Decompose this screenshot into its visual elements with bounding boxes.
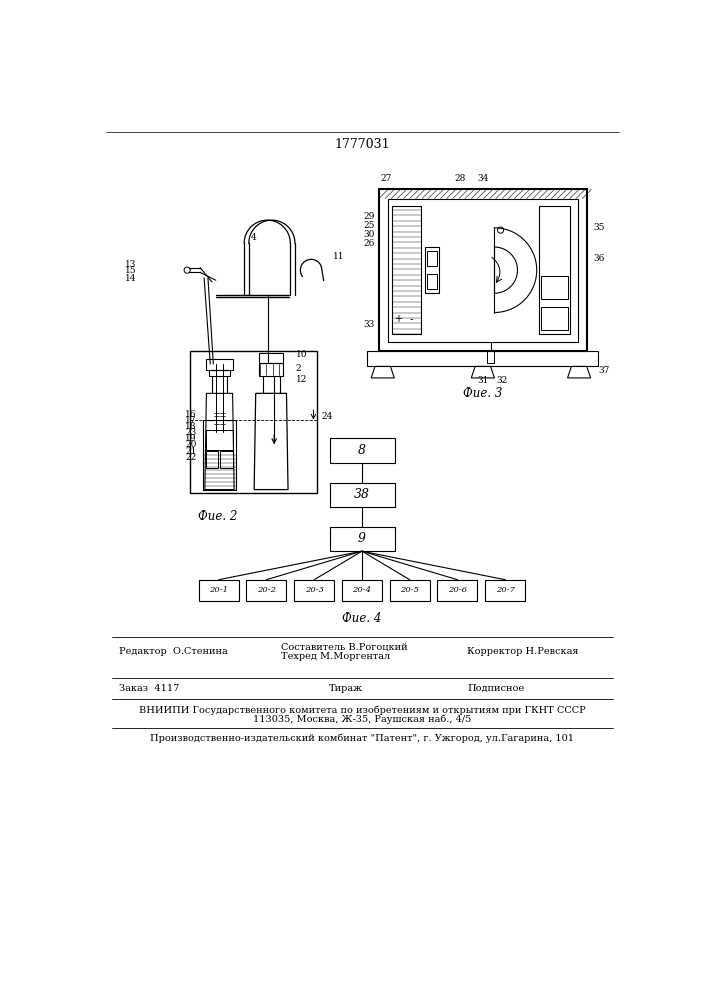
Text: 36: 36	[593, 254, 604, 263]
Text: Подписное: Подписное	[467, 684, 525, 693]
Bar	[342, 580, 382, 601]
Text: 20-4: 20-4	[353, 586, 371, 594]
Text: 14: 14	[125, 274, 136, 283]
Text: 15: 15	[124, 266, 136, 275]
Text: 20-7: 20-7	[496, 586, 515, 594]
Text: 16: 16	[185, 410, 197, 419]
Text: 38: 38	[354, 488, 370, 501]
Bar	[392, 206, 421, 334]
Bar	[259, 363, 284, 376]
Bar	[221, 451, 233, 468]
Bar	[425, 247, 439, 293]
Text: 10: 10	[296, 350, 308, 359]
Bar	[390, 580, 430, 601]
Text: -: -	[409, 314, 413, 324]
Bar	[486, 351, 494, 363]
Text: 27: 27	[381, 174, 392, 183]
Text: Производственно-издательский комбинат "Патент", г. Ужгород, ул.Гагарина, 101: Производственно-издательский комбинат "П…	[150, 734, 574, 743]
Bar	[426, 251, 438, 266]
Bar	[388, 199, 578, 342]
Bar	[542, 276, 568, 299]
Text: 20-3: 20-3	[305, 586, 324, 594]
Text: 1777031: 1777031	[335, 138, 390, 151]
Text: Фие. 3: Фие. 3	[463, 387, 503, 400]
Text: 17: 17	[185, 416, 197, 425]
Text: 29: 29	[363, 212, 375, 221]
Text: 37: 37	[598, 366, 609, 375]
Text: ВНИИПИ Государственного комитета по изобретениям и открытиям при ГКНТ СССР: ВНИИПИ Государственного комитета по изоб…	[139, 705, 585, 715]
Text: 24: 24	[321, 412, 332, 421]
Text: 12: 12	[296, 375, 307, 384]
Bar	[206, 430, 233, 450]
Text: 9: 9	[358, 532, 366, 545]
Text: Тираж: Тираж	[329, 684, 363, 693]
Bar	[294, 580, 334, 601]
Bar	[368, 351, 598, 366]
Text: 33: 33	[364, 320, 375, 329]
Text: 28: 28	[454, 174, 465, 183]
Text: 13: 13	[125, 260, 136, 269]
Text: 4: 4	[251, 233, 257, 242]
Text: Фие. 4: Фие. 4	[342, 612, 382, 625]
Text: 113035, Москва, Ж-35, Раушская наб., 4/5: 113035, Москва, Ж-35, Раушская наб., 4/5	[253, 714, 471, 724]
Text: 20-2: 20-2	[257, 586, 276, 594]
Text: +: +	[394, 314, 402, 324]
Text: 20-1: 20-1	[209, 586, 228, 594]
Text: 2: 2	[296, 364, 301, 373]
Bar	[199, 580, 239, 601]
Bar	[426, 274, 438, 289]
Text: 20-6: 20-6	[448, 586, 467, 594]
Bar	[485, 580, 525, 601]
Text: 35: 35	[593, 223, 604, 232]
Text: 31: 31	[477, 376, 489, 385]
Bar	[329, 483, 395, 507]
Text: 30: 30	[363, 230, 375, 239]
Bar	[329, 438, 395, 463]
Bar	[247, 580, 286, 601]
Text: Заказ  4117: Заказ 4117	[119, 684, 180, 693]
Bar	[259, 353, 284, 363]
Text: 11: 11	[333, 252, 344, 261]
Bar	[206, 359, 233, 370]
Bar	[209, 370, 230, 376]
Text: Фие. 2: Фие. 2	[197, 510, 237, 523]
Text: 21: 21	[185, 447, 197, 456]
Bar	[203, 420, 236, 490]
Text: 25: 25	[363, 221, 375, 230]
Text: 19: 19	[185, 434, 197, 443]
Bar	[379, 189, 587, 351]
Bar	[539, 206, 570, 334]
Text: 34: 34	[477, 174, 489, 183]
Bar	[542, 307, 568, 330]
Text: 8: 8	[358, 444, 366, 457]
Text: Редактор  О.Стенина: Редактор О.Стенина	[119, 647, 228, 656]
Bar	[329, 527, 395, 551]
Text: Составитель В.Рогоцкий: Составитель В.Рогоцкий	[281, 643, 408, 652]
Text: 26: 26	[363, 239, 375, 248]
Text: 20: 20	[185, 440, 197, 449]
Text: 20-5: 20-5	[400, 586, 419, 594]
Text: 32: 32	[496, 376, 508, 385]
Text: 22: 22	[185, 453, 197, 462]
Text: 18: 18	[185, 422, 197, 431]
Bar	[206, 451, 218, 468]
Text: Техред М.Моргентал: Техред М.Моргентал	[281, 652, 390, 661]
Text: Корректор Н.Ревская: Корректор Н.Ревская	[467, 647, 579, 656]
Bar	[438, 580, 477, 601]
Text: 23: 23	[185, 428, 197, 437]
Bar	[190, 351, 317, 493]
